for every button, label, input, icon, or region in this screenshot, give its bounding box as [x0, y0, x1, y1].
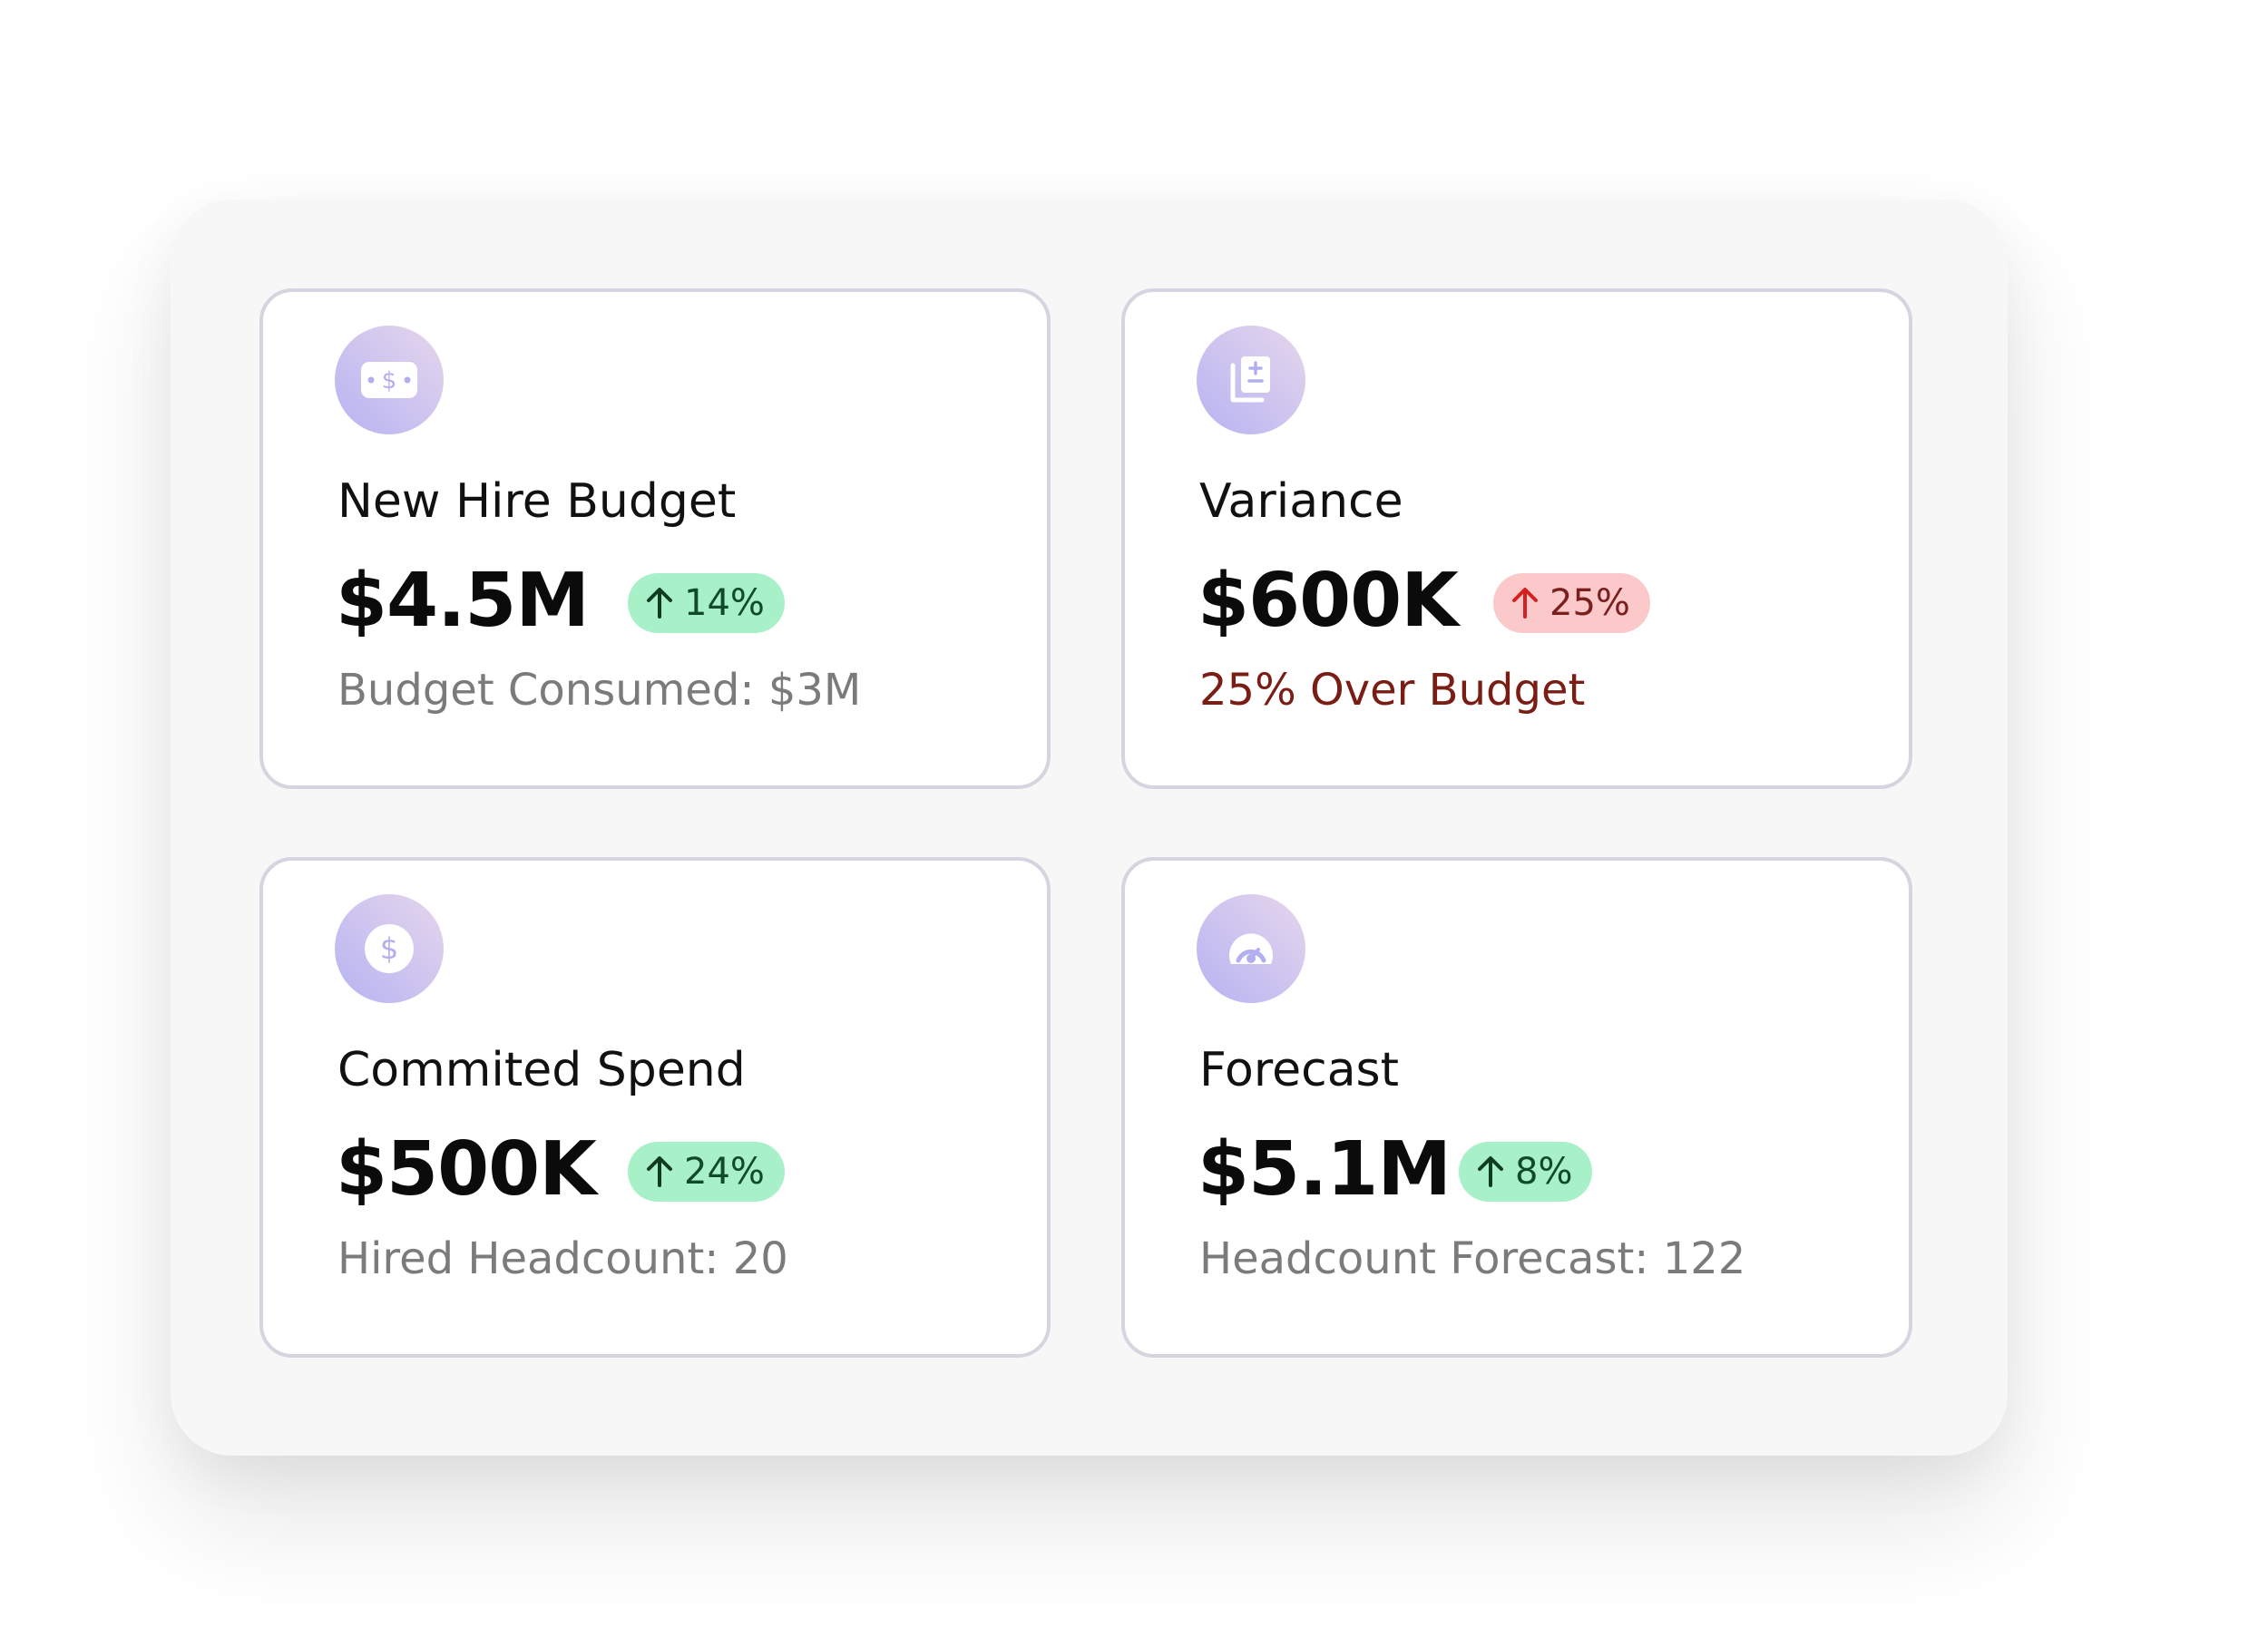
document-icon — [1197, 326, 1305, 434]
card-value: $4.5M — [336, 558, 590, 644]
change-value: 8% — [1515, 1151, 1573, 1193]
card-value: $500K — [336, 1126, 597, 1213]
card-subtitle: Headcount Forecast: 122 — [1199, 1233, 1746, 1284]
change-value: 14% — [684, 582, 765, 624]
card-title: Variance — [1199, 474, 1403, 529]
change-badge: 14% — [628, 573, 785, 633]
card-new-hire-budget[interactable]: $ New Hire Budget $4.5M 14% Budget Consu… — [259, 288, 1051, 789]
change-badge: 8% — [1459, 1142, 1593, 1202]
card-subtitle: Budget Consumed: $3M — [337, 665, 862, 716]
arrow-up-icon — [1510, 586, 1540, 620]
svg-text:$: $ — [382, 367, 397, 395]
card-variance[interactable]: Variance $600K 25% 25% Over Budget — [1121, 288, 1912, 789]
card-title: Forecast — [1199, 1043, 1400, 1097]
card-subtitle: 25% Over Budget — [1199, 665, 1586, 716]
arrow-up-icon — [1475, 1155, 1506, 1189]
change-value: 25% — [1549, 582, 1630, 624]
dollar-coin-icon: $ — [335, 894, 444, 1003]
cash-icon: $ — [335, 326, 444, 434]
change-value: 24% — [684, 1151, 765, 1193]
card-title: Commited Spend — [337, 1043, 746, 1097]
card-value: $5.1M — [1198, 1126, 1452, 1213]
change-badge: 25% — [1493, 573, 1650, 633]
card-subtitle: Hired Headcount: 20 — [337, 1233, 788, 1284]
arrow-up-icon — [644, 1155, 675, 1189]
gauge-icon — [1197, 894, 1305, 1003]
card-forecast[interactable]: Forecast $5.1M 8% Headcount Forecast: 12… — [1121, 857, 1912, 1358]
svg-text:$: $ — [380, 931, 398, 966]
arrow-up-icon — [644, 586, 675, 620]
card-commited-spend[interactable]: $ Commited Spend $500K 24% Hired Headcou… — [259, 857, 1051, 1358]
card-title: New Hire Budget — [337, 474, 737, 529]
change-badge: 24% — [628, 1142, 785, 1202]
card-value: $600K — [1198, 558, 1459, 644]
